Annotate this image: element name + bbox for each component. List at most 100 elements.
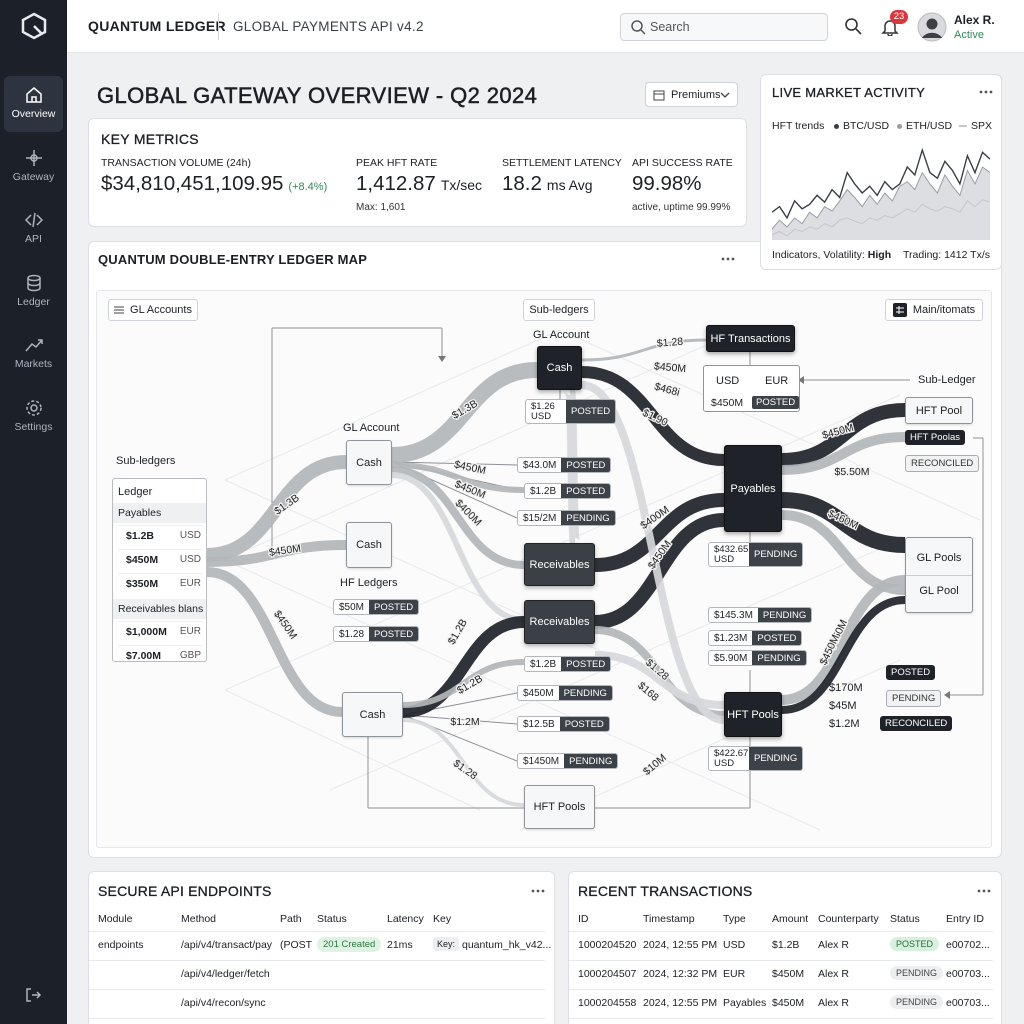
circle-shape (26, 400, 42, 416)
tag-amount: $1.28 (339, 628, 365, 640)
currency: USD (716, 375, 740, 387)
ledger-tag: $1.2B POSTED (524, 656, 612, 672)
cell: Payables (723, 997, 767, 1009)
control-label: Main/itomats (912, 304, 976, 316)
tag-amount: $1450M (523, 755, 560, 767)
metric-value: 18.2 (502, 172, 542, 195)
metric-note: Max: 1,601 (356, 202, 406, 213)
ledger-node[interactable]: Cash (346, 522, 392, 568)
metric-row: $34,810,451,109.95 (+8.4%) (101, 172, 327, 196)
path-shape (24, 213, 44, 228)
list-icon (114, 306, 125, 314)
map-control[interactable]: Main/itomats (885, 299, 983, 321)
market-footer: Indicators, Volatility: High (772, 249, 891, 261)
row-currency: USD (179, 530, 201, 541)
row-divider (569, 989, 993, 990)
metric-label: PEAK HFT RATE (356, 157, 438, 169)
brand: QUANTUM LEDGER (88, 18, 226, 34)
ledger-node[interactable]: HFT Pools (724, 692, 782, 737)
column-header: Status (317, 913, 347, 925)
notification-badge: 23 (890, 10, 908, 24)
gl-pool-label: GL Pool (919, 585, 959, 597)
tag-status: PENDING (558, 686, 612, 700)
tag-status: PENDING (561, 511, 615, 525)
metric-label: TRANSACTION VOLUME (24h) (101, 157, 251, 169)
cell: 1000204507 (578, 968, 637, 980)
circle-shape (531, 889, 535, 893)
ledger-node[interactable]: Cash (537, 346, 582, 390)
ledger-node[interactable]: Cash (346, 440, 392, 485)
status-pill: HFT Poolas (905, 430, 965, 445)
volatility: High (867, 249, 892, 261)
cell: /api/v4/ledger/fetch (181, 968, 270, 980)
filter-dropdown[interactable]: Premiums (645, 82, 738, 107)
area (772, 167, 990, 240)
ledger-node[interactable]: HFT Pool (905, 397, 973, 424)
tag-amount: $1.2B (530, 658, 557, 670)
cell: 2024, 12:55 PM (643, 997, 718, 1009)
ledger-tag: $422.67 USD PENDING (708, 746, 804, 771)
nav-item[interactable]: API (4, 201, 63, 257)
nav-item[interactable]: Overview (4, 76, 63, 132)
nav-item[interactable]: Gateway (4, 139, 63, 195)
map-control[interactable]: GL Accounts (108, 299, 198, 321)
metric-unit: ms Avg (546, 177, 593, 193)
metric-row: 18.2 ms Avg (502, 172, 593, 196)
ledger-tag: $450M PENDING (517, 685, 613, 701)
status-pill: PENDING (886, 690, 942, 707)
metric-value: $34,810,451,109.95 (101, 172, 284, 195)
ledger-node[interactable]: HFT Pools (524, 785, 595, 829)
nav-item[interactable]: Ledger (4, 264, 63, 320)
circle-shape (984, 90, 988, 94)
nav-icon (25, 339, 43, 352)
more-menu (979, 90, 993, 94)
panel-group (113, 503, 206, 523)
legend-label: ETH/USD (906, 120, 953, 132)
product-name: GLOBAL PAYMENTS API v4.2 (233, 19, 424, 34)
search-button[interactable] (844, 17, 864, 37)
control-label: Sub-ledgers (529, 304, 589, 316)
nav-icon (27, 274, 41, 292)
circle-shape (541, 889, 545, 893)
search-placeholder: Search (650, 20, 690, 34)
flow-amount: $45M (829, 700, 857, 712)
more-menu (721, 257, 735, 261)
ledger-node[interactable]: Receivables (524, 543, 595, 586)
panel-row (118, 549, 202, 569)
metric-value: 1,412.87 (356, 172, 436, 195)
node-label: HFT Pools (533, 801, 586, 813)
line (772, 166, 990, 230)
map-control[interactable]: Sub-ledgers (523, 299, 595, 321)
circle-shape (982, 889, 986, 893)
legend-marker (959, 125, 967, 127)
ledger-tag: $12.5B POSTED (517, 716, 610, 732)
ledger-node[interactable]: Cash (342, 692, 403, 737)
caption: GL Account (343, 422, 400, 434)
cell: 1000204558 (578, 997, 637, 1009)
grid-icon (892, 303, 907, 317)
path-shape (21, 12, 47, 40)
row-divider (89, 960, 545, 961)
ledger-tag: $145.3M PENDING (708, 607, 813, 623)
ledger-node[interactable]: HF Transactions (706, 325, 795, 352)
status-badge: POSTED (890, 937, 940, 951)
line (772, 199, 990, 237)
cell: USD (723, 939, 746, 951)
nav-label: Ledger (17, 295, 50, 308)
search-box[interactable]: Search (620, 13, 828, 41)
nav-item[interactable]: Settings (4, 389, 63, 445)
status-pill: RECONCILED (880, 716, 953, 731)
circle-shape (989, 90, 993, 94)
ledger-node[interactable]: Payables (724, 445, 782, 532)
card-title: KEY METRICS (101, 131, 199, 147)
circle-shape (926, 18, 938, 30)
node-label: HFT Pools (727, 708, 779, 721)
page-title: GLOBAL GATEWAY OVERVIEW - Q2 2024 (97, 83, 538, 109)
ledger-node[interactable]: Receivables (524, 600, 595, 644)
tag-amount: $432.65 USD (714, 543, 749, 565)
tag-status: POSTED (369, 627, 419, 641)
legend-item: SPX (959, 120, 992, 132)
tag-status: POSTED (369, 600, 419, 614)
nav-item[interactable]: Markets (4, 326, 63, 382)
